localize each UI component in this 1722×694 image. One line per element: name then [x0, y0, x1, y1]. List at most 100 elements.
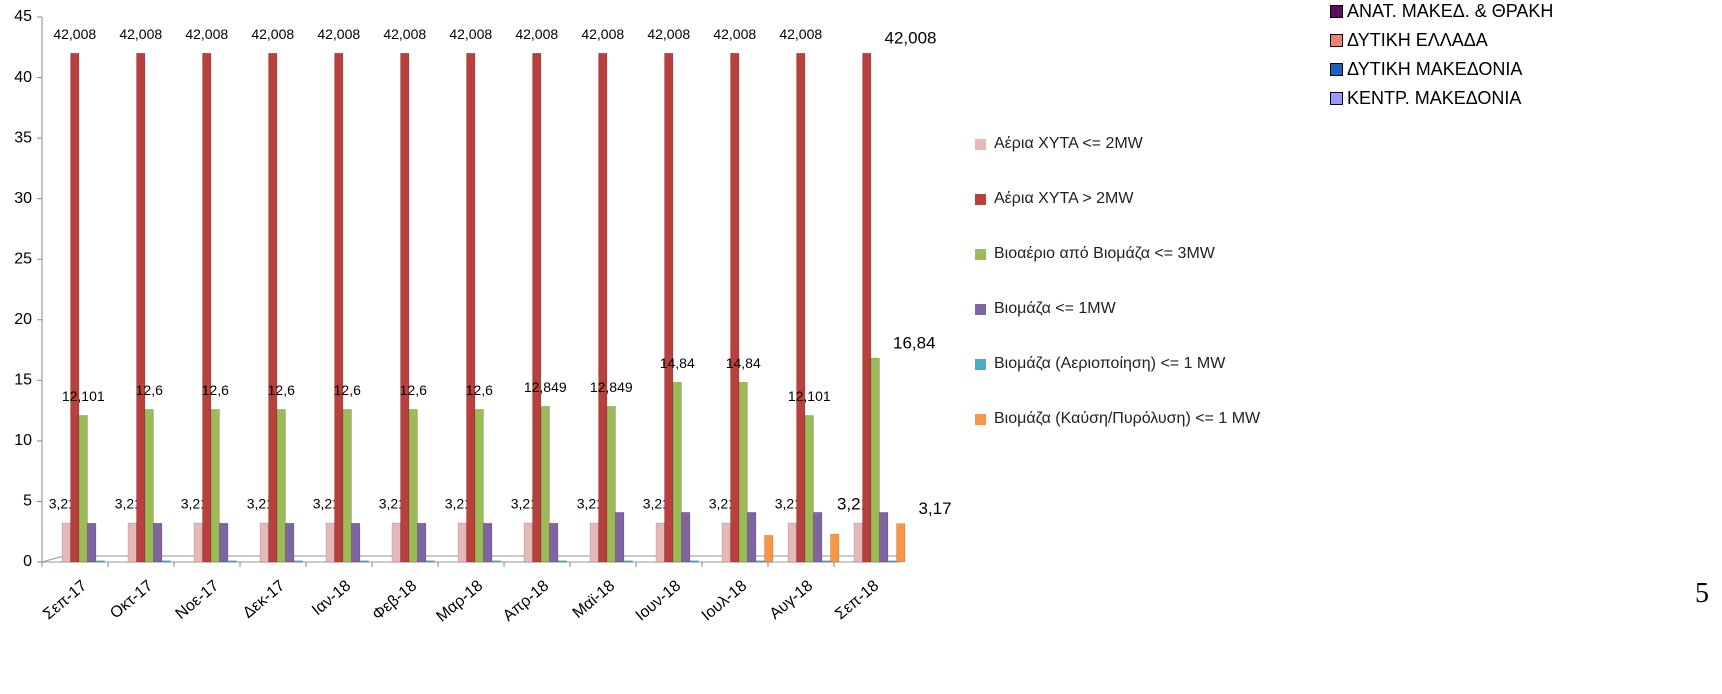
- data-label: 42,008: [779, 26, 822, 42]
- x-tick-label: Ιουλ-18: [699, 577, 751, 624]
- bar: [557, 560, 567, 563]
- bar: [870, 357, 880, 563]
- y-tick-label: 40: [14, 69, 32, 86]
- legend-label: Βιομάζα <= 1MW: [994, 300, 1116, 317]
- bar: [523, 522, 533, 563]
- x-tick-label: Ιαν-18: [309, 577, 354, 619]
- page-number: 5: [1695, 578, 1709, 609]
- bar: [598, 52, 608, 563]
- bar: [219, 522, 229, 563]
- data-label: 42,008: [119, 26, 162, 42]
- bar: [127, 522, 137, 563]
- chart: 051015202530354045Σεπ-173,21942,00812,10…: [14, 8, 952, 625]
- bar: [721, 522, 731, 563]
- data-label: 14,84: [726, 355, 761, 371]
- y-tick-label: 30: [14, 190, 32, 207]
- legend-label: Βιομάζα (Καύση/Πυρόλυση) <= 1 MW: [994, 410, 1261, 427]
- bar: [193, 522, 203, 563]
- bar: [672, 382, 682, 563]
- bar: [136, 52, 146, 563]
- bar: [400, 52, 410, 563]
- bar: [161, 560, 171, 563]
- legend-label: ΔΥΤΙΚΗ ΜΑΚΕΔΟΝΙΑ: [1347, 59, 1523, 79]
- data-label: 12,6: [466, 382, 493, 398]
- bar: [491, 560, 501, 563]
- x-tick-label: Σεπ-18: [832, 577, 882, 623]
- legend-swatch: [975, 359, 986, 370]
- bar: [391, 522, 401, 563]
- data-label: 42,008: [251, 26, 294, 42]
- legend-swatch: [975, 304, 986, 315]
- legend-swatch: [975, 249, 986, 260]
- legend-swatch: [1330, 34, 1343, 47]
- legend-swatch: [975, 194, 986, 205]
- legend-label: ΔΥΤΙΚΗ ΕΛΛΑΔΑ: [1347, 30, 1488, 50]
- bar: [342, 409, 352, 563]
- bar: [623, 560, 633, 563]
- y-tick-label: 20: [14, 311, 32, 328]
- data-label: 16,84: [893, 334, 936, 353]
- x-tick-label: Σεπ-17: [40, 577, 90, 623]
- bar: [483, 522, 493, 563]
- legend-swatch: [975, 414, 986, 425]
- bar: [466, 52, 476, 563]
- data-label: 12,6: [136, 382, 163, 398]
- bar: [796, 52, 806, 563]
- legend-label: Βιομάζα (Αεριοποίηση) <= 1 MW: [994, 355, 1226, 372]
- bar: [540, 406, 550, 563]
- bar: [268, 52, 278, 563]
- legend-item: ΚΕΝΤΡ. ΜΑΚΕΔΟΝΙΑ: [1330, 89, 1570, 107]
- bar: [821, 560, 831, 563]
- data-label: 3,17: [919, 499, 952, 518]
- bar: [681, 512, 691, 563]
- data-label: 14,84: [660, 355, 695, 371]
- bar: [804, 415, 814, 563]
- legend-label: Αέρια ΧΥΤΑ <= 2MW: [994, 135, 1143, 152]
- data-label: 12,6: [334, 382, 361, 398]
- bar: [689, 560, 699, 563]
- region-legend: ΑΝΑΤ. ΜΑΚΕΔ. & ΘΡΑΚΗ ΔΥΤΙΚΗ ΕΛΛΑΔΑ ΔΥΤΙΚΗ …: [1330, 2, 1570, 118]
- x-tick-label: Απρ-18: [500, 577, 552, 625]
- legend-item: Βιομάζα <= 1MW: [975, 300, 1295, 355]
- legend-swatch: [1330, 92, 1343, 105]
- bar: [408, 409, 418, 563]
- legend-item: Αέρια ΧΥΤΑ > 2MW: [975, 190, 1295, 245]
- bar: [738, 382, 748, 563]
- data-label: 12,6: [400, 382, 427, 398]
- data-label: 42,008: [383, 26, 426, 42]
- y-tick-label: 15: [14, 372, 32, 389]
- y-tick-label: 0: [23, 553, 32, 570]
- bar: [879, 512, 889, 563]
- bar: [747, 512, 757, 563]
- legend-item: ΑΝΑΤ. ΜΑΚΕΔ. & ΘΡΑΚΗ: [1330, 2, 1570, 20]
- legend-label: Αέρια ΧΥΤΑ > 2MW: [994, 190, 1134, 207]
- data-label: 42,008: [449, 26, 492, 42]
- data-label: 42,008: [515, 26, 558, 42]
- bar: [615, 512, 625, 563]
- bar: [70, 52, 80, 563]
- y-tick-label: 25: [14, 250, 32, 267]
- bar: [227, 560, 237, 563]
- data-label: 42,008: [647, 26, 690, 42]
- legend-label: Βιοαέριο από Βιομάζα <= 3MW: [994, 245, 1215, 262]
- legend-item: ΔΥΤΙΚΗ ΕΛΛΑΔΑ: [1330, 31, 1570, 49]
- bar: [549, 522, 559, 563]
- bar: [417, 522, 427, 563]
- legend-swatch: [1330, 5, 1343, 18]
- bar: [259, 522, 269, 563]
- bar: [896, 523, 906, 563]
- data-label: 12,6: [202, 382, 229, 398]
- legend-swatch: [975, 139, 986, 150]
- data-label: 12,849: [590, 379, 633, 395]
- data-label: 12,101: [788, 388, 831, 404]
- bar: [589, 522, 599, 563]
- bar: [655, 522, 665, 563]
- bar: [474, 409, 484, 563]
- bar: [359, 560, 369, 563]
- bar: [334, 52, 344, 563]
- legend-item: ΔΥΤΙΚΗ ΜΑΚΕΔΟΝΙΑ: [1330, 60, 1570, 78]
- bar: [664, 52, 674, 563]
- bar: [153, 522, 163, 563]
- bar: [78, 415, 88, 563]
- data-label: 12,101: [62, 388, 105, 404]
